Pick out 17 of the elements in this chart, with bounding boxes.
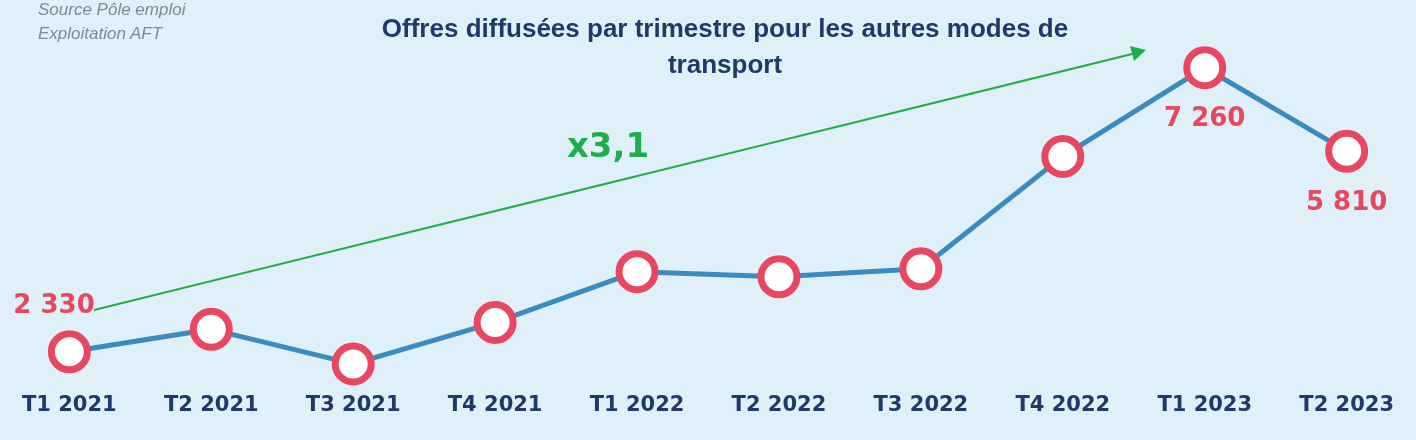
- x-tick-label: T4 2021: [447, 391, 543, 416]
- data-label: 2 330: [13, 288, 95, 319]
- x-tick-label: T1 2021: [22, 391, 117, 416]
- annotation: x3,1: [566, 124, 650, 165]
- x-tick-label: T3 2021: [305, 391, 401, 416]
- chart-title: Offres diffusées par trimestre pour les autres modes de transport: [381, 13, 1069, 80]
- x-tick-label: T2 2022: [731, 391, 827, 416]
- x-tick-label: T1 2022: [589, 391, 685, 416]
- x-tick-label: T2 2023: [1299, 391, 1394, 416]
- source-note: Source Pôle emploi: [38, 0, 187, 19]
- data-label: 7 260: [1164, 102, 1246, 133]
- x-tick-label: T1 2023: [1157, 391, 1253, 416]
- text: Exploitation AFT: [38, 23, 164, 43]
- data-label: 5 810: [1305, 185, 1388, 216]
- x-tick-label: T2 2021: [163, 391, 259, 416]
- x-tick-label: T4 2022: [1015, 391, 1111, 416]
- x-tick-label: T3 2022: [873, 391, 969, 416]
